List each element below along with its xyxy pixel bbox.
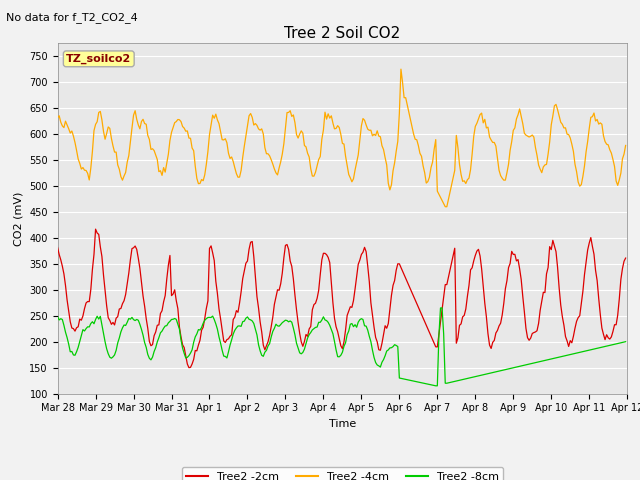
Text: No data for f_T2_CO2_4: No data for f_T2_CO2_4	[6, 12, 138, 23]
Title: Tree 2 Soil CO2: Tree 2 Soil CO2	[284, 25, 401, 41]
Y-axis label: CO2 (mV): CO2 (mV)	[13, 191, 24, 246]
Legend: Tree2 -2cm, Tree2 -4cm, Tree2 -8cm: Tree2 -2cm, Tree2 -4cm, Tree2 -8cm	[182, 467, 503, 480]
X-axis label: Time: Time	[329, 419, 356, 429]
Text: TZ_soilco2: TZ_soilco2	[66, 54, 131, 64]
